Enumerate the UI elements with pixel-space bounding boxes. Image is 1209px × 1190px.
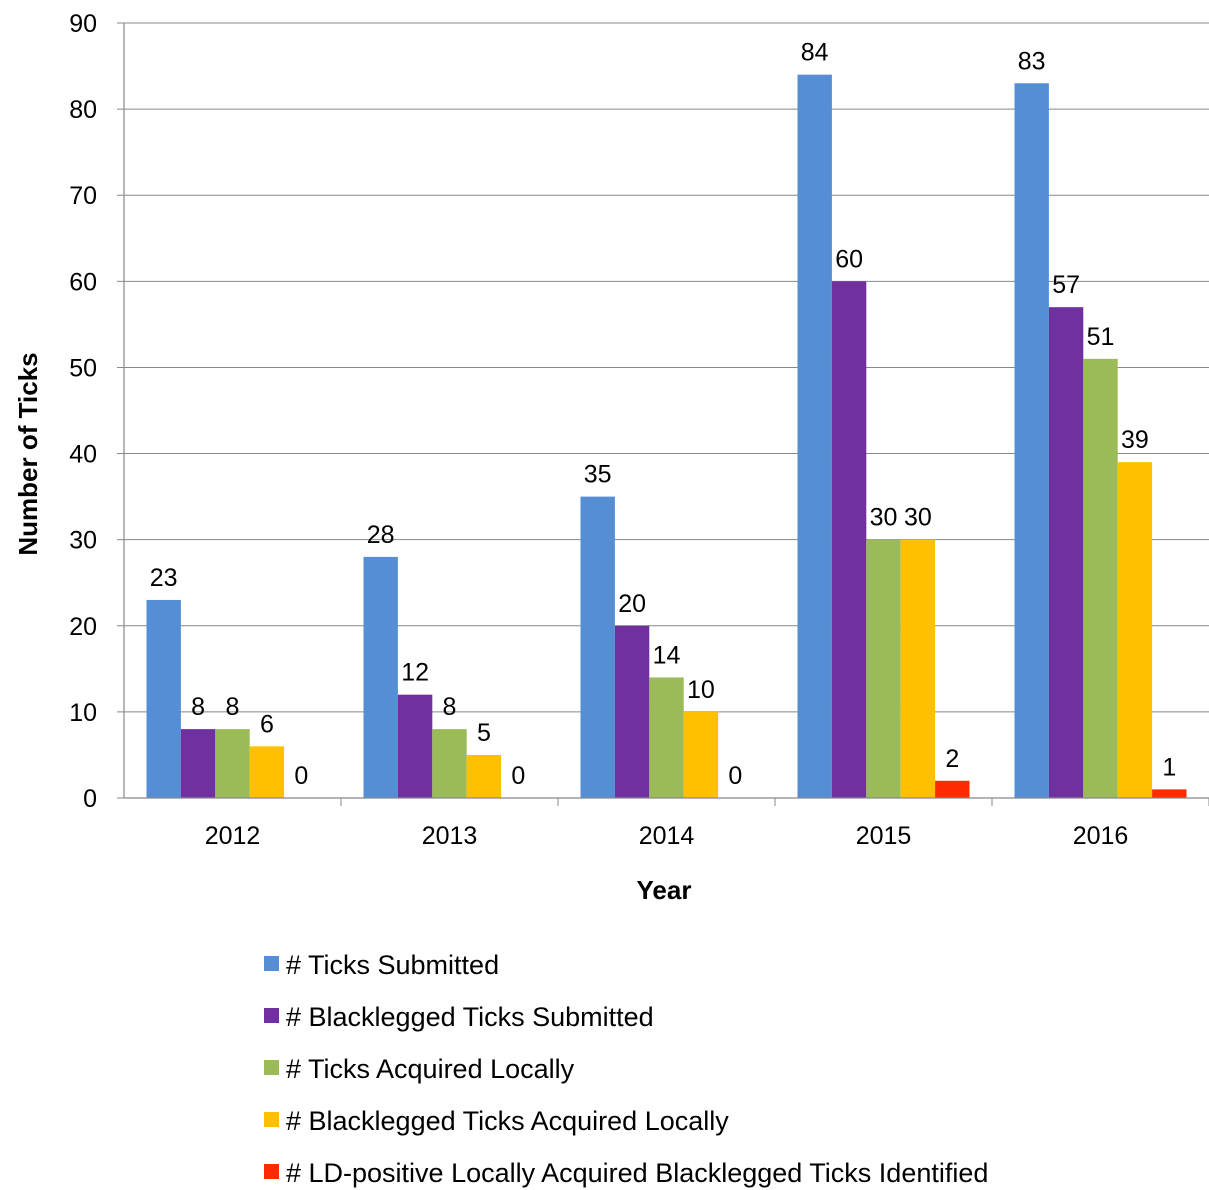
bar [1083, 358, 1118, 798]
bar [249, 746, 285, 798]
data-label: 8 [191, 693, 205, 721]
bar [614, 625, 650, 798]
bar [649, 677, 684, 798]
y-tick-label: 90 [69, 10, 97, 38]
y-tick-label: 40 [69, 441, 97, 469]
data-label: 60 [835, 245, 863, 273]
legend-swatch [264, 1060, 279, 1075]
legend-label: # Blacklegged Ticks Submitted [286, 1002, 654, 1032]
data-label: 0 [728, 762, 742, 790]
data-label: 20 [618, 590, 646, 618]
gridlines [124, 22, 1209, 713]
y-tick-label: 10 [69, 699, 97, 727]
y-tick-label: 80 [69, 96, 97, 124]
bar [900, 539, 936, 798]
legend-label: # Ticks Submitted [286, 950, 499, 980]
x-tick-label: 2015 [856, 822, 912, 850]
legend-label: # Blacklegged Ticks Acquired Locally [286, 1106, 729, 1136]
data-label: 6 [260, 710, 274, 738]
bar [1014, 83, 1049, 799]
bar [1048, 307, 1084, 798]
y-tick-label: 30 [69, 527, 97, 555]
y-tick-label: 0 [83, 785, 97, 813]
data-label: 2 [945, 745, 959, 773]
y-tick-label: 20 [69, 613, 97, 641]
data-label: 12 [401, 659, 429, 687]
data-label: 84 [801, 39, 829, 67]
legend-swatch [264, 956, 279, 971]
legend-swatch [264, 1164, 279, 1179]
bar [397, 694, 433, 798]
bar [466, 754, 502, 798]
x-tick-label: 2013 [422, 822, 478, 850]
data-label: 8 [443, 693, 457, 721]
data-label: 5 [477, 719, 491, 747]
bar [1117, 462, 1153, 798]
y-tick-label: 70 [69, 182, 97, 210]
bar [866, 539, 901, 798]
y-axis-title: Number of Ticks [13, 352, 43, 555]
x-axis-title: Year [637, 875, 692, 905]
data-label: 10 [687, 676, 715, 704]
bar [580, 496, 615, 798]
data-label: 1 [1162, 753, 1176, 781]
data-label: 83 [1018, 47, 1046, 75]
data-label: 39 [1121, 426, 1149, 454]
data-label: 0 [511, 762, 525, 790]
y-tick-label: 50 [69, 354, 97, 382]
data-label: 23 [150, 564, 178, 592]
bar [432, 729, 467, 798]
legend-label: # Ticks Acquired Locally [286, 1054, 575, 1084]
data-label: 51 [1087, 323, 1115, 351]
data-label: 8 [226, 693, 240, 721]
data-label: 28 [367, 521, 395, 549]
data-label: 0 [294, 762, 308, 790]
x-tick-label: 2012 [205, 822, 261, 850]
legend: # Ticks Submitted # Blacklegged Ticks Sub… [264, 950, 988, 1188]
bar [215, 729, 250, 798]
x-tick-label: 2016 [1073, 822, 1129, 850]
bar [683, 711, 719, 798]
bar [146, 599, 181, 798]
legend-swatch [264, 1008, 279, 1023]
bar [831, 281, 867, 798]
legend-swatch [264, 1112, 279, 1127]
bar [1152, 789, 1187, 798]
data-label: 30 [904, 504, 932, 532]
data-label: 14 [653, 641, 681, 669]
legend-label: # LD-positive Locally Acquired Blacklegg… [286, 1158, 988, 1188]
data-label: 30 [870, 504, 898, 532]
bars [146, 74, 1187, 799]
y-tick-label: 60 [69, 268, 97, 296]
bar [935, 780, 970, 798]
bar [180, 729, 216, 798]
x-tick-label: 2014 [639, 822, 695, 850]
data-label: 35 [584, 461, 612, 489]
data-label: 57 [1052, 271, 1080, 299]
bar [363, 556, 398, 798]
bar [797, 74, 832, 798]
